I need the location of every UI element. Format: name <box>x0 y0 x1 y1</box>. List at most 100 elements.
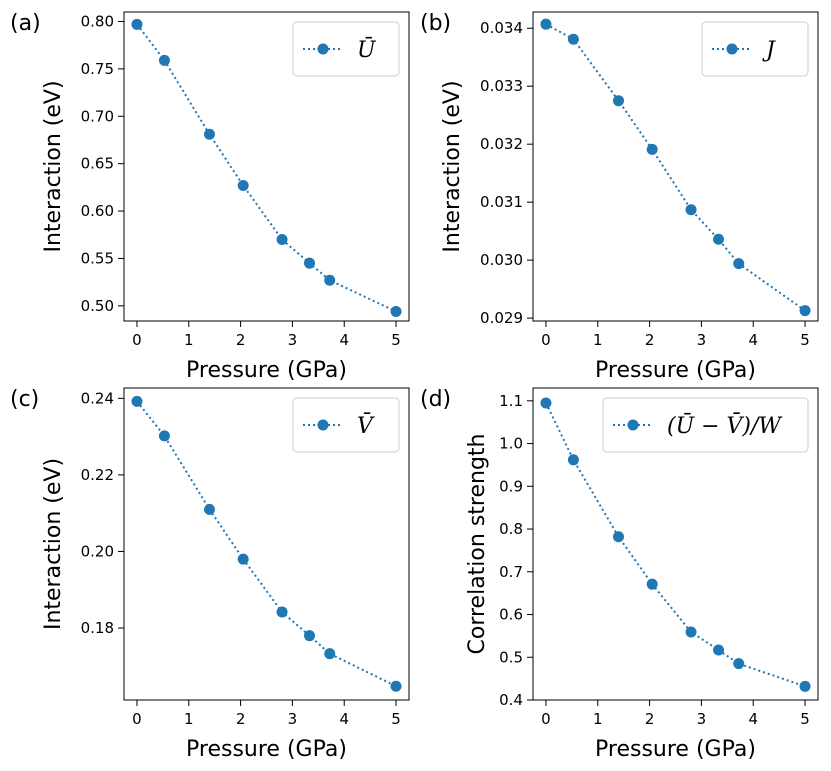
x-axis-label: Pressure (GPa) <box>186 358 347 383</box>
x-tick-label: 1 <box>184 710 194 728</box>
chart-panel: (a) 0 1 2 3 4 5 0.50 0.55 0.60 0.65 0.70 0.75 0.80 Pre… <box>10 11 410 383</box>
x-tick-label: 3 <box>288 331 298 349</box>
y-tick-label: 0.18 <box>81 619 114 637</box>
data-point <box>237 179 249 191</box>
data-point <box>540 397 552 409</box>
x-tick-label: 0 <box>541 710 551 728</box>
y-tick-label: 0.032 <box>480 135 523 153</box>
x-tick-label: 4 <box>339 710 349 728</box>
x-tick-label: 4 <box>748 710 758 728</box>
x-tick-label: 0 <box>132 710 142 728</box>
axes-frame <box>532 387 819 701</box>
series-line <box>136 23 397 313</box>
y-tick-label: 0.9 <box>499 477 523 495</box>
legend-marker <box>726 43 738 55</box>
data-point <box>390 680 402 692</box>
legend: V̄ <box>292 397 400 453</box>
x-tick-label: 3 <box>288 710 298 728</box>
legend: Ū <box>292 21 400 77</box>
data-point <box>646 143 658 155</box>
x-tick-label: 2 <box>236 331 246 349</box>
y-tick-label: 1.0 <box>499 435 523 453</box>
data-point <box>646 578 658 590</box>
x-tick-label: 3 <box>697 710 707 728</box>
axes-frame <box>532 11 819 322</box>
data-point <box>204 128 215 140</box>
data-point <box>713 644 725 656</box>
panel-label: (a) <box>10 11 41 36</box>
y-tick-label: 0.20 <box>81 542 114 560</box>
y-tick-label: 0.70 <box>81 107 114 125</box>
data-point <box>567 33 579 45</box>
x-tick-label: 1 <box>184 331 194 349</box>
legend-label: J <box>762 38 776 63</box>
y-tick-label: 0.4 <box>499 691 523 709</box>
y-axis-label: Interaction (eV) <box>440 80 465 252</box>
legend-marker <box>627 419 639 431</box>
x-tick-label: 5 <box>800 710 810 728</box>
x-tick-label: 0 <box>541 331 551 349</box>
y-tick-label: 0.80 <box>81 12 114 30</box>
y-tick-label: 0.034 <box>480 19 523 37</box>
legend: J <box>701 21 809 77</box>
data-point <box>613 531 624 543</box>
x-axis-label: Pressure (GPa) <box>186 737 347 762</box>
y-tick-label: 1.1 <box>499 392 523 410</box>
data-point <box>567 454 579 466</box>
legend-label: Ū <box>357 36 377 63</box>
y-tick-label: 0.6 <box>499 606 523 624</box>
legend-box <box>292 397 400 453</box>
y-tick-label: 0.55 <box>81 249 114 267</box>
panel-label: (c) <box>10 387 39 412</box>
data-point <box>685 626 697 638</box>
legend-label: (Ū − V̄)/W <box>667 412 783 439</box>
data-point <box>540 18 552 30</box>
y-tick-label: 0.8 <box>499 520 523 538</box>
y-tick-label: 0.030 <box>480 251 523 269</box>
y-tick-label: 0.65 <box>81 155 114 173</box>
panel-label: (b) <box>420 11 451 36</box>
y-tick-label: 0.60 <box>81 202 114 220</box>
data-point <box>613 95 624 107</box>
data-point <box>733 658 745 670</box>
y-tick-label: 0.7 <box>499 563 523 581</box>
legend-box <box>701 21 809 77</box>
x-tick-label: 4 <box>748 331 758 349</box>
data-point <box>713 233 725 245</box>
y-axis-label: Correlation strength <box>465 434 490 655</box>
y-tick-label: 0.75 <box>81 60 114 78</box>
x-tick-label: 2 <box>645 331 655 349</box>
data-point <box>158 54 170 66</box>
data-point <box>237 553 249 565</box>
y-tick-label: 0.22 <box>81 466 114 484</box>
x-axis-label: Pressure (GPa) <box>595 737 756 762</box>
legend-box <box>602 397 809 453</box>
y-tick-label: 0.033 <box>480 77 523 95</box>
data-point <box>276 606 288 618</box>
y-tick-label: 0.029 <box>480 309 523 327</box>
data-point <box>131 395 143 407</box>
x-tick-label: 5 <box>391 331 401 349</box>
data-point <box>799 680 811 692</box>
data-point <box>799 305 811 317</box>
legend-label: V̄ <box>357 412 375 439</box>
data-point <box>276 233 288 245</box>
x-tick-label: 1 <box>593 710 603 728</box>
data-point <box>324 274 336 286</box>
data-point <box>733 258 745 270</box>
panel-label: (d) <box>420 387 451 412</box>
y-tick-label: 0.031 <box>480 193 523 211</box>
legend-marker <box>317 419 329 431</box>
data-point <box>304 257 316 269</box>
axes-frame <box>123 387 410 701</box>
data-point <box>324 648 336 660</box>
chart-panel: (b) 0 1 2 3 4 5 0.029 0.030 0.031 0.032 0.033 0.034 P… <box>420 11 819 383</box>
x-tick-label: 0 <box>132 331 142 349</box>
data-point <box>204 503 215 515</box>
data-point <box>158 430 170 442</box>
data-point <box>390 306 402 318</box>
x-tick-label: 5 <box>800 331 810 349</box>
y-tick-label: 0.5 <box>499 648 523 666</box>
x-tick-label: 2 <box>645 710 655 728</box>
